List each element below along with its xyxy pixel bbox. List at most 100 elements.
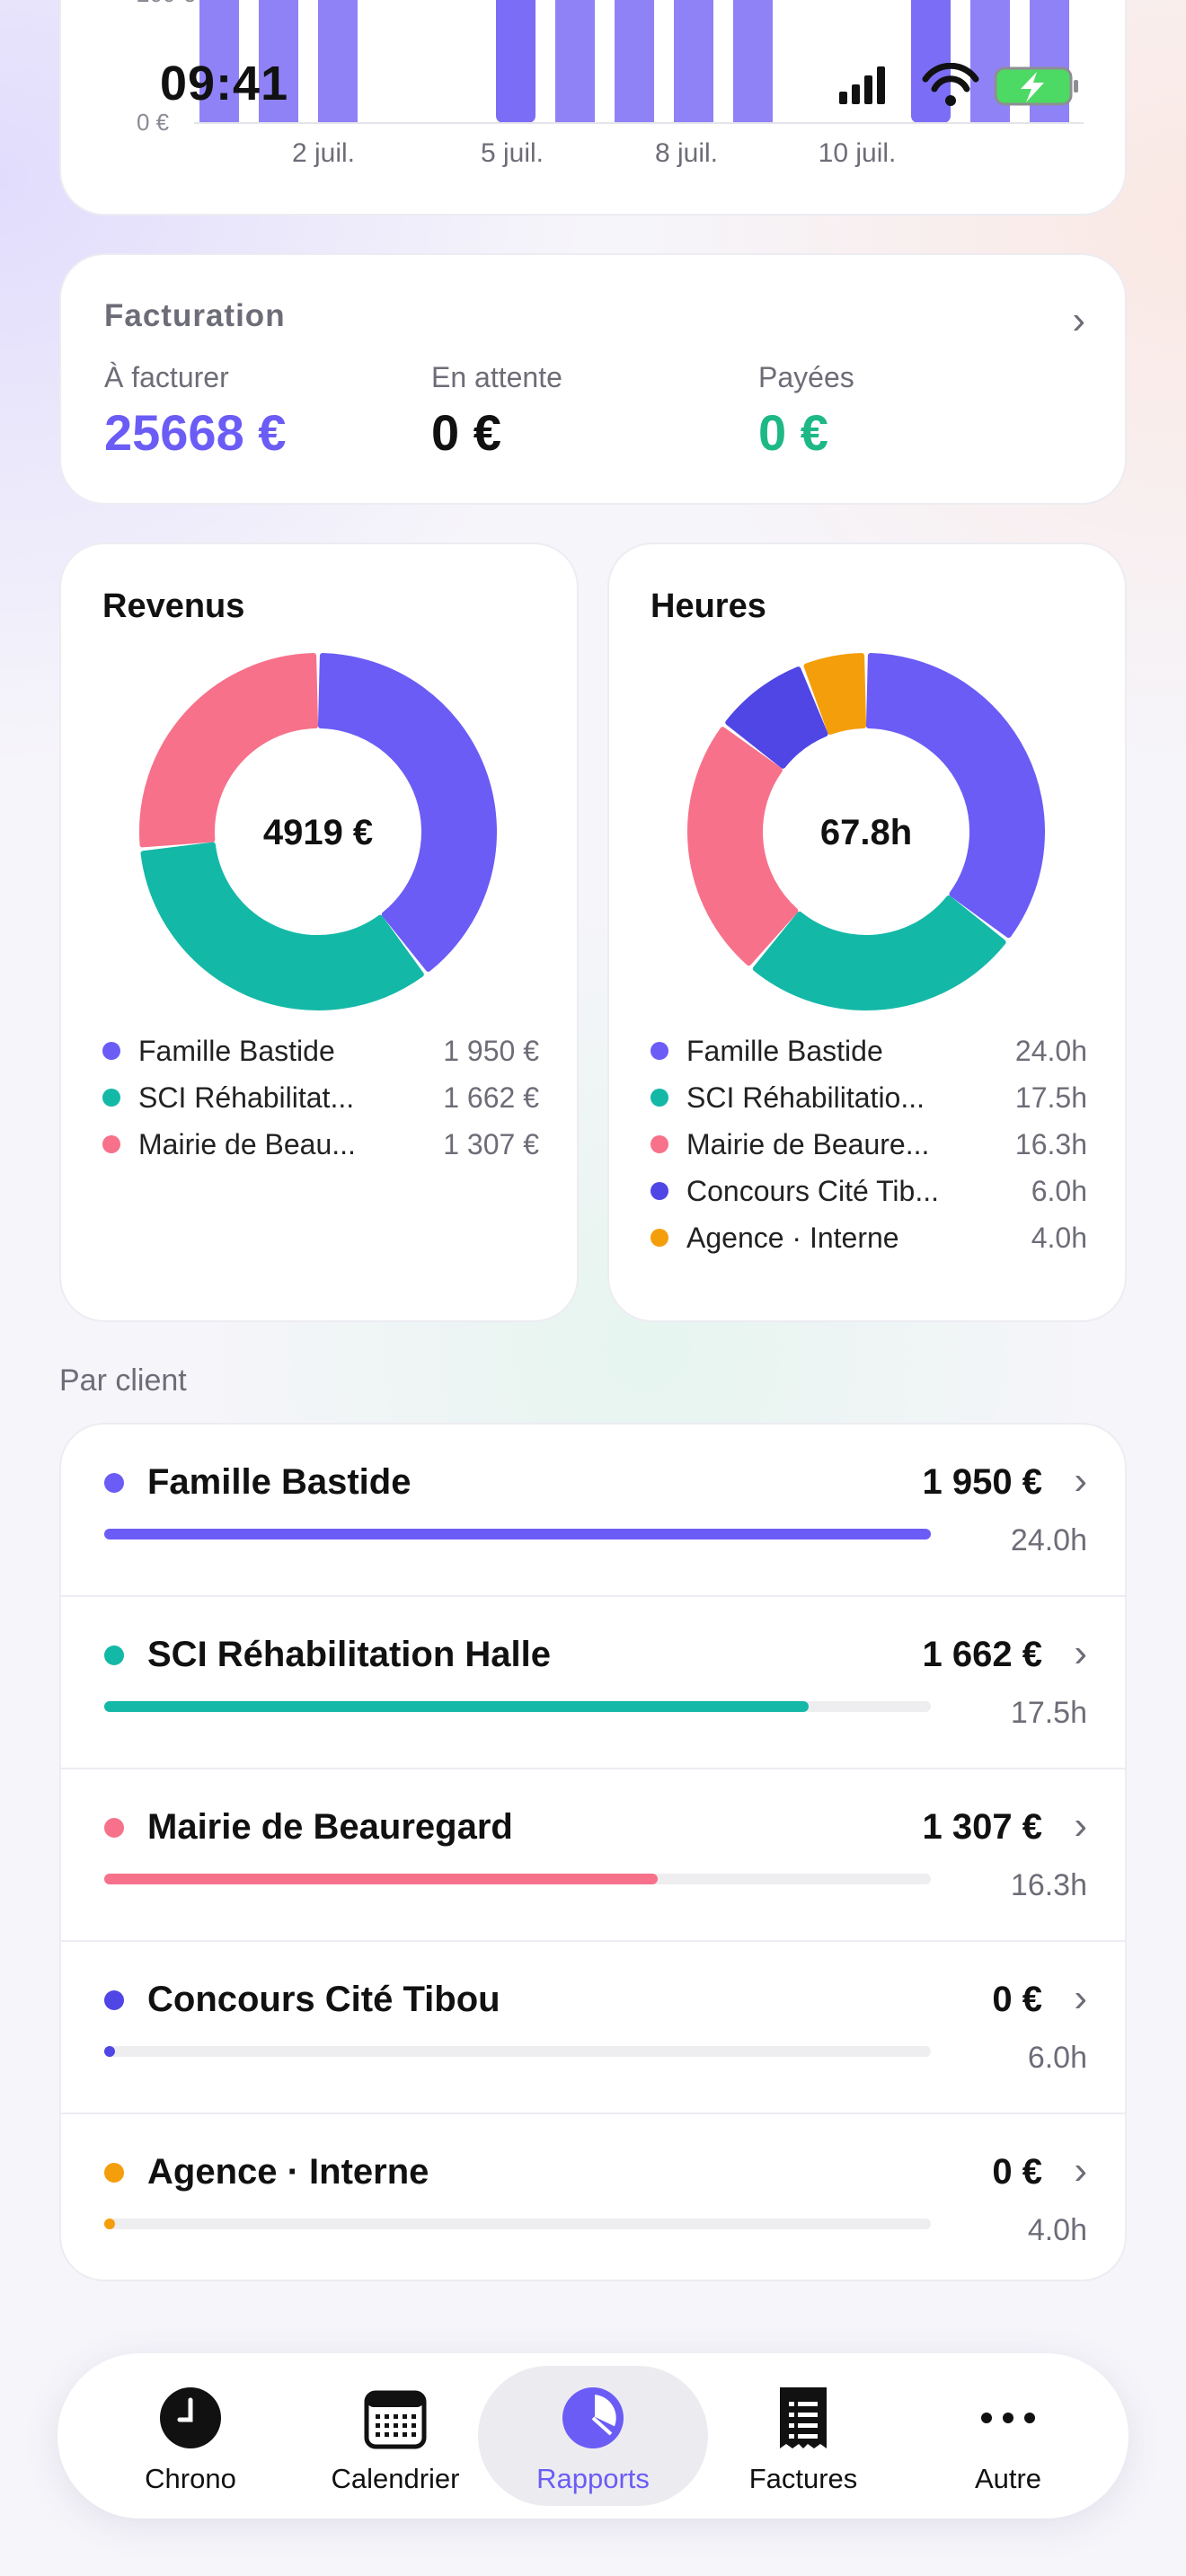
chevron-right-icon[interactable]: ›	[1074, 1631, 1087, 1675]
client-color-dot	[104, 2163, 124, 2183]
paid-label: Payées	[758, 361, 854, 393]
legend-item: Famille Bastide 24.0h	[651, 1028, 1087, 1074]
chart-bar	[318, 0, 358, 124]
revenue-donut-card[interactable]: Revenus 4919 € Famille Bastide 1 950 € SCI…	[59, 543, 579, 1322]
billing-title: Facturation	[104, 298, 286, 333]
tab-chrono[interactable]: Chrono	[83, 2353, 298, 2519]
section-label-clients: Par client	[59, 1363, 187, 1398]
clock-icon	[158, 2386, 223, 2450]
revenue-title: Revenus	[102, 587, 245, 625]
legend-dot	[651, 1229, 668, 1247]
client-name: Agence · Interne	[147, 2152, 429, 2192]
signal-icon	[839, 66, 885, 104]
client-color-dot	[104, 1473, 124, 1493]
status-icons	[839, 63, 1078, 106]
donut-slice	[317, 653, 497, 972]
pending-label: En attente	[431, 361, 562, 393]
legend-value: 16.3h	[1014, 1127, 1087, 1160]
pending-stat: En attente 0 €	[431, 361, 562, 462]
chevron-right-icon[interactable]: ›	[1072, 298, 1085, 342]
client-color-dot	[104, 1990, 124, 2010]
client-progress-track	[104, 1874, 931, 1884]
legend-value: 24.0h	[1014, 1034, 1087, 1067]
legend-name: Famille Bastide	[138, 1034, 335, 1067]
client-progress-fill	[104, 2219, 115, 2229]
legend-name: Mairie de Beaure...	[686, 1127, 930, 1160]
hours-donut-card[interactable]: Heures 67.8h Famille Bastide 24.0h SCI Réh…	[607, 543, 1127, 1322]
client-row[interactable]: Agence · Interne 0 € › 4.0h	[61, 2114, 1125, 2280]
tab-autre[interactable]: Autre	[900, 2353, 1116, 2519]
to-bill-value: 25668 €	[104, 404, 287, 461]
y-tick-label: 200 €	[137, 0, 196, 7]
client-row[interactable]: Famille Bastide 1 950 € › 24.0h	[61, 1425, 1125, 1597]
tab-label: Rapports	[536, 2463, 650, 2494]
chart-bar	[259, 0, 298, 124]
client-name: Mairie de Beauregard	[147, 1807, 513, 1847]
client-amount: 1 950 €	[922, 1462, 1042, 1502]
x-tick-label: 8 juil.	[655, 138, 718, 168]
legend-item: Mairie de Beaure... 16.3h	[651, 1121, 1087, 1168]
client-hours: 16.3h	[1010, 1868, 1087, 1902]
donut-slice	[140, 842, 424, 1010]
tab-calendrier[interactable]: Calendrier	[288, 2353, 503, 2519]
donut-slice	[865, 653, 1045, 939]
legend-dot	[651, 1089, 668, 1107]
legend-item: Concours Cité Tib... 6.0h	[651, 1168, 1087, 1214]
client-amount: 1 307 €	[922, 1807, 1042, 1847]
client-name: Famille Bastide	[147, 1462, 412, 1502]
legend-dot	[102, 1089, 120, 1107]
revenue-legend: Famille Bastide 1 950 € SCI Réhabilitat...…	[102, 1028, 539, 1168]
tab-label: Chrono	[145, 2463, 236, 2494]
client-color-dot	[104, 1645, 124, 1665]
client-color-dot	[104, 1818, 124, 1838]
to-bill-stat: À facturer 25668 €	[104, 361, 286, 462]
chart-bar	[674, 0, 713, 124]
legend-item: Famille Bastide 1 950 €	[102, 1028, 539, 1074]
legend-value: 6.0h	[1031, 1174, 1087, 1207]
client-row[interactable]: SCI Réhabilitation Halle 1 662 € › 17.5h	[61, 1597, 1125, 1769]
client-hours: 17.5h	[1010, 1696, 1087, 1730]
client-progress-track	[104, 1529, 931, 1539]
legend-value: 4.0h	[1031, 1221, 1087, 1254]
revenue-total: 4919 €	[263, 813, 373, 852]
chart-bar	[496, 0, 535, 123]
calendar-icon	[363, 2386, 428, 2450]
hours-legend: Famille Bastide 24.0h SCI Réhabilitatio...…	[651, 1028, 1087, 1261]
billing-card[interactable]: Facturation › À facturer 25668 € En atte…	[59, 253, 1127, 505]
legend-dot	[651, 1042, 668, 1060]
status-time: 09:41	[160, 57, 289, 110]
legend-name: SCI Réhabilitat...	[138, 1081, 355, 1114]
paid-value: 0 €	[758, 404, 828, 461]
receipt-icon	[771, 2386, 836, 2450]
client-amount: 1 662 €	[922, 1635, 1042, 1674]
tab-rapports[interactable]: Rapports	[478, 2366, 708, 2506]
chevron-right-icon[interactable]: ›	[1074, 1804, 1087, 1848]
chart-bar	[199, 0, 239, 124]
chart-bar	[615, 0, 654, 124]
client-row[interactable]: Mairie de Beauregard 1 307 € › 16.3h	[61, 1769, 1125, 1942]
legend-value: 1 307 €	[443, 1127, 539, 1160]
paid-stat: Payées 0 €	[758, 361, 854, 462]
donut-slice	[752, 895, 1006, 1010]
activity-bar-chart: 200 € 0 € 2 juil. 5 juil. 8 juil. 10 juil.	[137, 0, 1084, 168]
donut-slice	[803, 653, 867, 735]
chevron-right-icon[interactable]: ›	[1074, 1459, 1087, 1503]
tab-factures[interactable]: Factures	[695, 2353, 911, 2519]
client-progress-fill	[104, 1529, 931, 1539]
legend-dot	[651, 1135, 668, 1153]
chevron-right-icon[interactable]: ›	[1074, 1976, 1087, 2020]
chart-bar	[911, 0, 951, 123]
legend-value: 17.5h	[1014, 1081, 1087, 1114]
chevron-right-icon[interactable]: ›	[1074, 2148, 1087, 2192]
x-tick-label: 2 juil.	[292, 138, 355, 168]
legend-dot	[102, 1135, 120, 1153]
client-hours: 6.0h	[1027, 2041, 1087, 2075]
client-progress-fill	[104, 1701, 809, 1712]
tab-bar: Chrono Calendrier Rapports Factures Autre	[58, 2353, 1128, 2519]
client-row[interactable]: Concours Cité Tibou 0 € › 6.0h	[61, 1942, 1125, 2114]
donut-slice	[687, 727, 799, 966]
client-progress-track	[104, 1701, 931, 1712]
client-hours: 4.0h	[1027, 2213, 1087, 2247]
hours-total: 67.8h	[820, 813, 912, 852]
hours-donut-chart: 67.8h	[687, 653, 1045, 1010]
